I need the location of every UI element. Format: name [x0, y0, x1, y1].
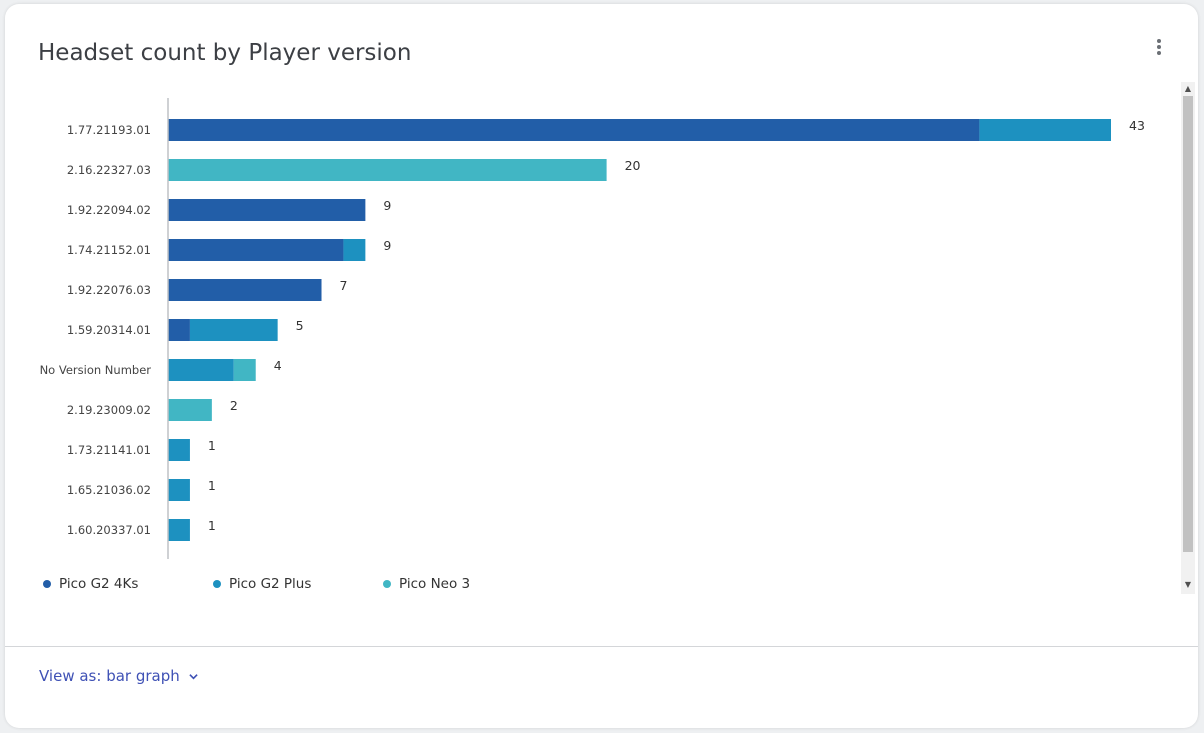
bar-chart: 1.77.21193.01 43 2.16.22327.03 20 1.92.22094…	[40, 98, 1145, 559]
scroll-down-icon[interactable]: ▼	[1184, 580, 1192, 589]
scroll-up-icon[interactable]: ▲	[1184, 84, 1192, 93]
data-label: 4	[274, 358, 282, 373]
legend-label: Pico G2 Plus	[229, 576, 312, 592]
legend-label: Pico G2 4Ks	[59, 576, 139, 592]
legend-item-pico-g2-plus[interactable]: Pico G2 Plus	[213, 576, 311, 592]
category-label: 1.74.21152.01	[67, 243, 151, 257]
bar-segment[interactable]	[168, 359, 234, 381]
bar-segment[interactable]	[168, 239, 344, 261]
bar-segment[interactable]	[168, 319, 190, 341]
chart-card: Headset count by Player version 1.77.211…	[5, 4, 1198, 728]
category-label: 1.60.20337.01	[67, 523, 151, 537]
category-label: 1.92.22076.03	[67, 283, 151, 297]
legend-label: Pico Neo 3	[399, 576, 471, 592]
data-label: 43	[1129, 118, 1145, 133]
view-as-label: View as: bar graph	[39, 667, 180, 685]
legend-dot-icon	[383, 580, 391, 588]
bar-segment[interactable]	[233, 359, 256, 381]
category-label: 1.73.21141.01	[67, 443, 151, 457]
data-label: 1	[208, 518, 216, 533]
data-label: 1	[208, 478, 216, 493]
bar-segment[interactable]	[168, 399, 212, 421]
legend-item-pico-g2-4ks[interactable]: Pico G2 4Ks	[43, 576, 138, 592]
bar-segment[interactable]	[189, 319, 278, 341]
footer-divider	[5, 646, 1198, 647]
category-label: 2.19.23009.02	[67, 403, 151, 417]
chart-legend: Pico G2 4Ks Pico G2 Plus Pico Neo 3	[43, 576, 643, 596]
scroll-thumb[interactable]	[1183, 96, 1193, 552]
legend-item-pico-neo-3[interactable]: Pico Neo 3	[383, 576, 470, 592]
category-label: 1.92.22094.02	[67, 203, 151, 217]
bar-segment[interactable]	[168, 439, 190, 461]
bar-segment[interactable]	[979, 119, 1111, 141]
bar-segment[interactable]	[168, 199, 366, 221]
view-as-dropdown[interactable]: View as: bar graph	[39, 667, 198, 685]
data-label: 7	[340, 278, 348, 293]
data-label: 9	[383, 198, 391, 213]
category-label: 1.59.20314.01	[67, 323, 151, 337]
bar-segment[interactable]	[343, 239, 366, 261]
bar-segment[interactable]	[168, 119, 980, 141]
data-label: 9	[383, 238, 391, 253]
bar-segment[interactable]	[168, 159, 607, 181]
chevron-down-icon	[189, 673, 198, 679]
category-label: No Version Number	[40, 363, 152, 377]
data-label: 1	[208, 438, 216, 453]
legend-dot-icon	[43, 580, 51, 588]
bar-segment[interactable]	[168, 279, 322, 301]
more-vert-icon[interactable]	[1149, 36, 1169, 58]
data-label: 20	[625, 158, 641, 173]
bar-segment[interactable]	[168, 479, 190, 501]
legend-dot-icon	[213, 580, 221, 588]
data-label: 5	[296, 318, 304, 333]
category-label: 1.77.21193.01	[67, 123, 151, 137]
data-label: 2	[230, 398, 238, 413]
chart-title: Headset count by Player version	[38, 40, 412, 66]
chart-scroll-area: 1.77.21193.01 43 2.16.22327.03 20 1.92.22094…	[5, 82, 1198, 594]
bar-segment[interactable]	[168, 519, 190, 541]
vertical-scrollbar[interactable]: ▲ ▼	[1181, 82, 1195, 594]
category-label: 1.65.21036.02	[67, 483, 151, 497]
category-label: 2.16.22327.03	[67, 163, 151, 177]
